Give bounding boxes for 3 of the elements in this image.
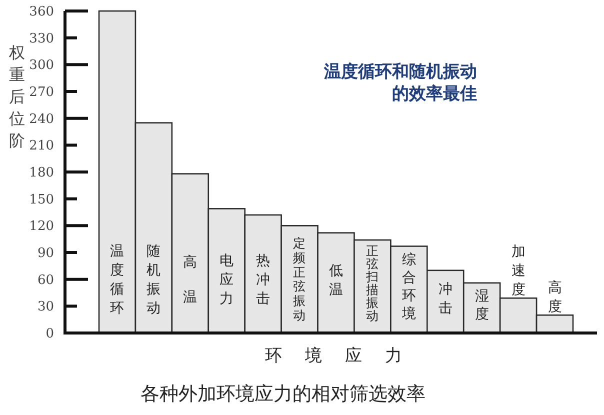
title: 各种外加环境应力的相对筛选效率	[140, 383, 426, 405]
ylabel: 权重后位阶	[9, 42, 25, 150]
xlabel: 环境应力	[265, 346, 425, 366]
